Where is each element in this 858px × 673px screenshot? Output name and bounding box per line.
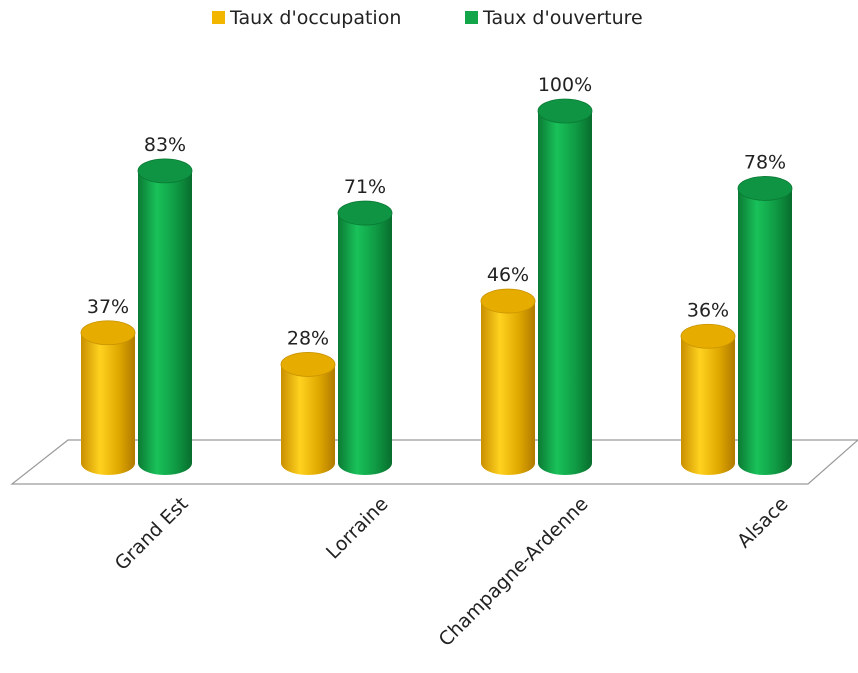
x-tick-label: Alsace <box>733 493 792 552</box>
legend-swatch-taux-ouverture <box>465 11 478 24</box>
bar-occupation-grand-est <box>80 320 136 475</box>
bar-body <box>138 170 192 475</box>
x-tick-label: Lorraine <box>322 493 393 564</box>
chart-floor <box>10 439 858 485</box>
bar-top-cap <box>737 176 793 201</box>
x-tick-label: Champagne-Ardenne <box>435 493 593 651</box>
bar-top-cap <box>337 200 393 226</box>
legend-swatch-taux-occupation <box>212 11 225 24</box>
bar-top-cap <box>137 158 193 184</box>
bar-occupation-lorraine <box>280 352 336 475</box>
data-label: 71% <box>344 176 386 198</box>
bar-top-cap <box>480 288 536 314</box>
bar-top-cap <box>80 320 136 346</box>
legend: Taux d'occupation Taux d'ouverture <box>212 7 643 29</box>
data-label: 100% <box>538 74 592 96</box>
data-label: 46% <box>487 264 529 286</box>
bar-ouverture-champagne-ardenne <box>537 98 593 475</box>
bar-ouverture-grand-est <box>137 158 193 475</box>
legend-label: Taux d'ouverture <box>482 7 643 29</box>
bar-body <box>738 188 792 475</box>
data-label: 28% <box>287 327 329 349</box>
bar-body <box>81 332 135 475</box>
legend-label: Taux d'occupation <box>229 7 401 29</box>
data-label: 36% <box>687 299 729 321</box>
bar-body <box>681 336 735 475</box>
x-tick-label: Grand Est <box>111 493 193 575</box>
bar-body <box>481 301 535 475</box>
bars-group <box>80 98 793 475</box>
data-label: 78% <box>744 151 786 173</box>
bar-body <box>338 213 392 475</box>
bar-ouverture-lorraine <box>337 200 393 475</box>
bar-occupation-alsace <box>680 323 736 475</box>
bar-top-cap <box>280 352 336 377</box>
data-labels-group: 37% 83% 28% 71% 46% 100% 36% 78% <box>87 74 786 349</box>
bar-ouverture-alsace <box>737 176 793 475</box>
bar-top-cap <box>537 98 593 124</box>
bar-body <box>281 364 335 475</box>
bar-top-cap <box>680 323 736 349</box>
x-tick-labels-group: Grand Est Lorraine Champagne-Ardenne Alsace <box>111 493 793 651</box>
data-label: 37% <box>87 296 129 318</box>
bar-body <box>538 111 592 475</box>
bar-occupation-champagne-ardenne <box>480 288 536 475</box>
data-label: 83% <box>144 134 186 156</box>
